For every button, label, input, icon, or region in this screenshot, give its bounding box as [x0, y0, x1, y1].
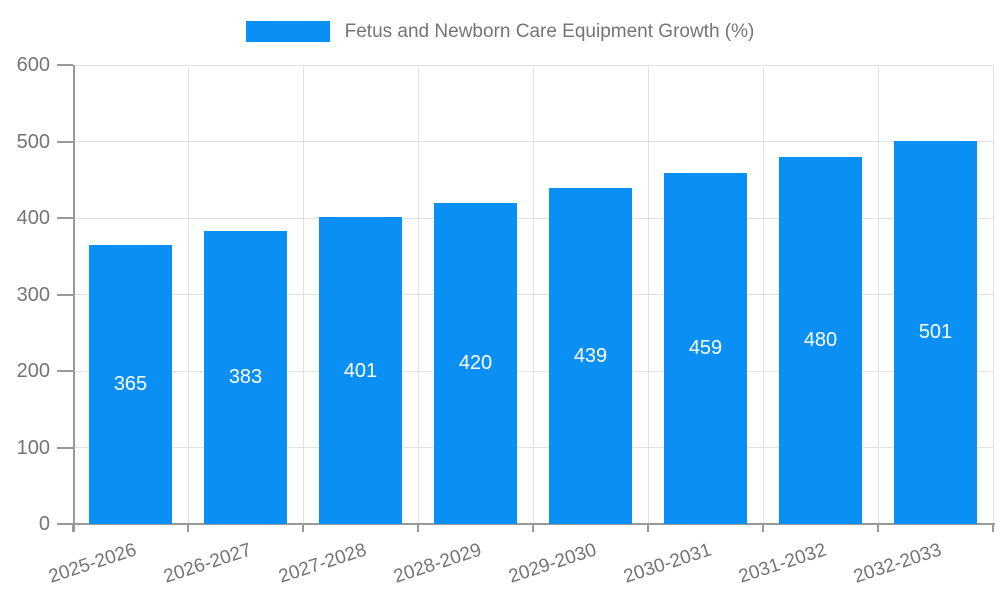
gridline-v	[762, 65, 764, 524]
gridline-v	[417, 65, 419, 524]
gridline-v	[877, 65, 879, 524]
y-tick-label: 600	[16, 54, 50, 76]
y-tick	[57, 140, 73, 143]
bar-value-label: 459	[688, 337, 723, 360]
legend-swatch-icon	[245, 21, 330, 42]
bar-2025-2026: 365	[89, 244, 172, 524]
y-axis-line	[73, 65, 75, 532]
x-axis-line	[73, 523, 995, 525]
x-tick	[532, 524, 534, 532]
gridline-v	[187, 65, 189, 524]
y-tick	[57, 523, 73, 525]
bar-value-label: 401	[343, 359, 378, 382]
y-tick	[57, 370, 73, 372]
y-tick-label: 300	[16, 283, 50, 306]
gridline-v	[992, 65, 994, 524]
plot-area: 0 100 200 300 400 500 600 365 2025-2026 383 2026-2…	[17, 54, 995, 588]
y-tick-label: 0	[38, 513, 50, 535]
legend-label: Fetus and Newborn Care Equipment Growth …	[344, 21, 755, 42]
y-tick	[57, 293, 73, 296]
chart-legend: Fetus and Newborn Care Equipment Growth …	[0, 20, 1000, 43]
y-tick	[57, 217, 73, 219]
bar-value-label: 383	[228, 366, 263, 389]
y-tick-label: 200	[16, 360, 50, 382]
x-tick	[187, 524, 189, 532]
x-tick	[992, 524, 994, 532]
bar-2030-2031: 459	[664, 172, 747, 524]
bar-value-label: 420	[458, 352, 493, 375]
bar-2029-2030: 439	[549, 188, 632, 524]
y-tick-label: 500	[16, 130, 50, 153]
gridline-v	[647, 65, 649, 524]
x-tick	[302, 524, 304, 532]
bar-value-label: 439	[573, 345, 608, 368]
bar-value-label: 365	[113, 373, 148, 396]
y-tick	[57, 446, 73, 449]
bar-2032-2033: 501	[894, 140, 977, 524]
y-tick-label: 100	[16, 436, 50, 459]
y-tick	[57, 64, 73, 66]
x-tick	[417, 524, 419, 532]
x-tick	[762, 524, 764, 532]
bar-2026-2027: 383	[204, 231, 287, 524]
gridline-v	[532, 65, 534, 524]
bar-value-label: 501	[918, 321, 953, 344]
bar-2031-2032: 480	[779, 156, 862, 524]
x-tick	[647, 524, 649, 532]
bar-2028-2029: 420	[434, 202, 517, 524]
x-tick	[877, 524, 879, 532]
bar-2027-2028: 401	[319, 217, 402, 524]
bar-value-label: 480	[803, 329, 838, 352]
gridline-v	[302, 65, 304, 524]
y-tick-label: 400	[16, 207, 50, 229]
